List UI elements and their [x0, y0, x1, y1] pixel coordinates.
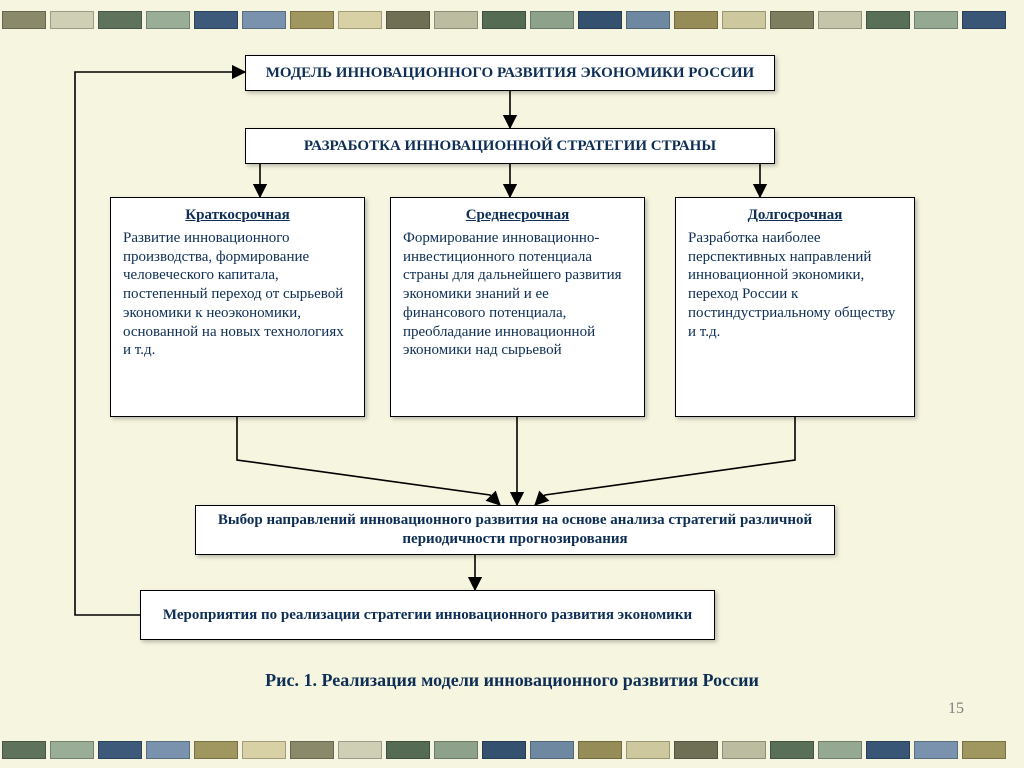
node-strategy-text: РАЗРАБОТКА ИННОВАЦИОННОЙ СТРАТЕГИИ СТРАН…	[304, 137, 716, 156]
node-mid-term-body: Формирование инновационно-инвестиционног…	[403, 229, 632, 360]
node-model-text: МОДЕЛЬ ИННОВАЦИОННОГО РАЗВИТИЯ ЭКОНОМИКИ…	[266, 64, 754, 83]
node-short-term: Краткосрочная Развитие инновационного пр…	[110, 197, 365, 417]
node-short-term-title: Краткосрочная	[123, 206, 352, 225]
page-number: 15	[948, 700, 964, 718]
node-implementation: Мероприятия по реализации стратегии инно…	[140, 590, 715, 640]
decor-strip-bottom	[0, 738, 1024, 762]
node-long-term: Долгосрочная Разработка наиболее перспек…	[675, 197, 915, 417]
node-selection-text: Выбор направлений инновационного развити…	[206, 511, 824, 549]
figure-caption: Рис. 1. Реализация модели инновационного…	[0, 670, 1024, 691]
node-mid-term: Среднесрочная Формирование инновационно-…	[390, 197, 645, 417]
node-selection: Выбор направлений инновационного развити…	[195, 505, 835, 555]
node-long-term-body: Разработка наиболее перспективных направ…	[688, 229, 902, 342]
node-mid-term-title: Среднесрочная	[403, 206, 632, 225]
node-long-term-title: Долгосрочная	[688, 206, 902, 225]
node-short-term-body: Развитие инновационного производства, фо…	[123, 229, 352, 360]
decor-strip-top	[0, 8, 1024, 32]
node-model: МОДЕЛЬ ИННОВАЦИОННОГО РАЗВИТИЯ ЭКОНОМИКИ…	[245, 55, 775, 91]
node-strategy: РАЗРАБОТКА ИННОВАЦИОННОЙ СТРАТЕГИИ СТРАН…	[245, 128, 775, 164]
node-implementation-text: Мероприятия по реализации стратегии инно…	[163, 606, 692, 625]
figure-caption-text: Рис. 1. Реализация модели инновационного…	[265, 670, 759, 690]
